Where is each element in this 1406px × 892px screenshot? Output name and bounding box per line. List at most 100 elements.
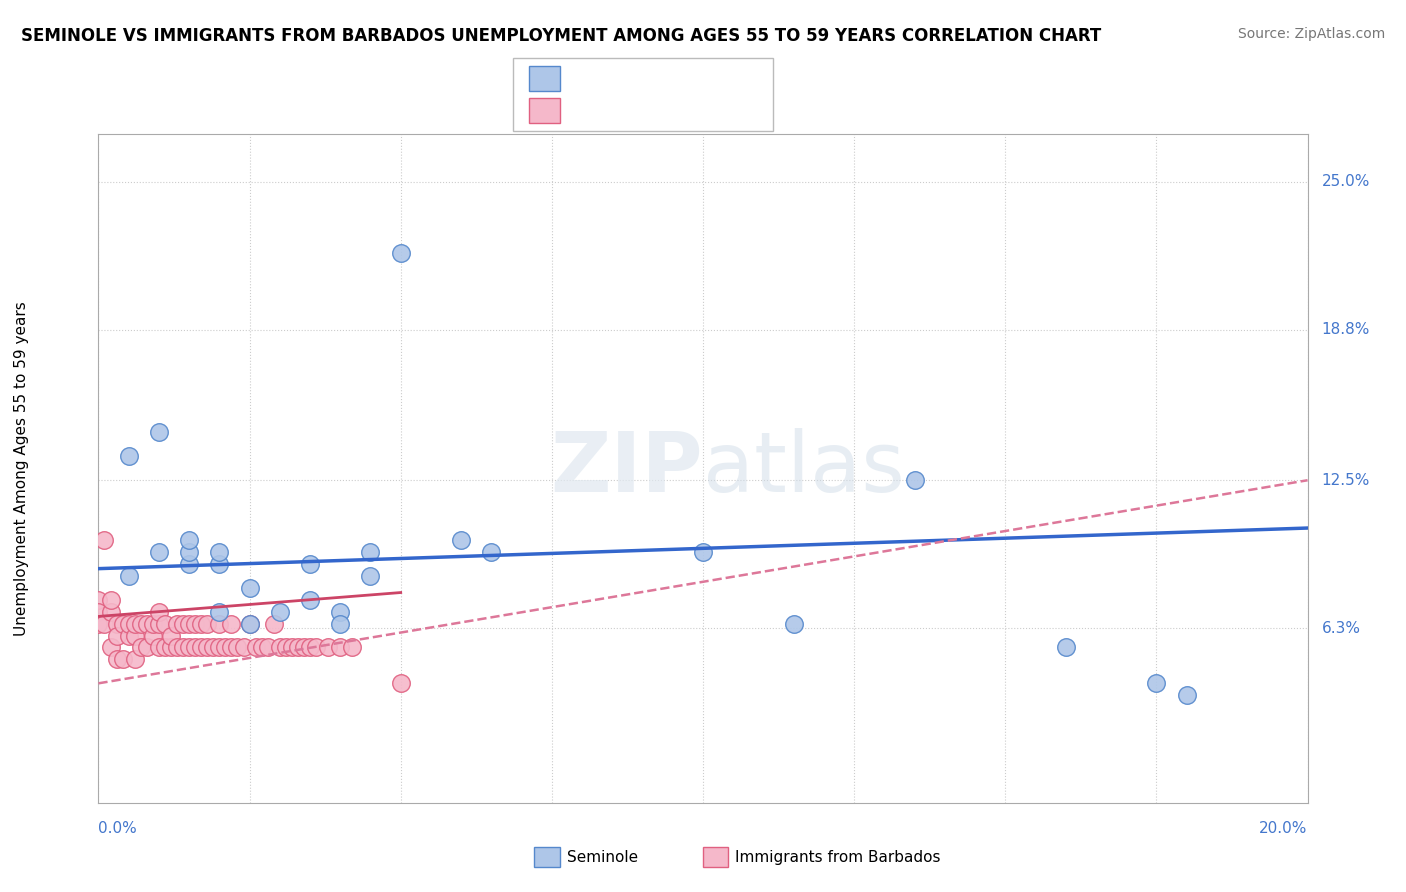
Point [184,640,207,655]
Point [214,640,236,655]
Point [904,473,927,487]
Text: 18.8%: 18.8% [1322,322,1369,337]
Point [263,616,285,631]
Point [148,545,170,559]
Point [142,616,165,631]
Point [153,616,176,631]
Point [1175,688,1198,702]
Point [135,640,157,655]
Point [118,569,141,583]
Point [160,628,183,642]
Point [172,640,194,655]
Point [105,616,128,631]
Point [184,616,207,631]
Text: 6.3%: 6.3% [1322,621,1361,636]
Text: R = 0.139   N = 28: R = 0.139 N = 28 [568,71,713,86]
Point [148,425,170,440]
Point [269,640,291,655]
Text: ZIP: ZIP [551,428,703,508]
Point [87,592,110,607]
Point [124,652,146,666]
Point [782,616,804,631]
Point [292,640,315,655]
Text: Unemployment Among Ages 55 to 59 years: Unemployment Among Ages 55 to 59 years [14,301,28,636]
Point [299,557,322,571]
Point [208,545,231,559]
Text: 20.0%: 20.0% [1260,821,1308,836]
Point [245,640,267,655]
Point [232,640,254,655]
Point [100,605,122,619]
Point [1054,640,1077,655]
Point [124,628,146,642]
Point [142,628,165,642]
Point [1144,676,1167,690]
Point [177,557,201,571]
Point [208,605,231,619]
Point [208,640,231,655]
Point [329,605,352,619]
Text: Seminole: Seminole [567,850,638,864]
Point [118,628,141,642]
Point [195,640,218,655]
Point [256,640,278,655]
Point [208,616,231,631]
Point [129,640,152,655]
Point [124,616,146,631]
Point [93,533,115,547]
Point [166,616,188,631]
Point [177,545,201,559]
Point [329,640,352,655]
Point [118,450,141,464]
Point [177,640,201,655]
Point [481,545,503,559]
Point [100,592,122,607]
Point [195,616,218,631]
Point [226,640,249,655]
Point [250,640,273,655]
Point [111,652,134,666]
Text: 25.0%: 25.0% [1322,174,1369,189]
Point [329,616,352,631]
Point [281,640,304,655]
Point [342,640,364,655]
Point [190,616,212,631]
Point [93,616,115,631]
Point [360,569,382,583]
Text: atlas: atlas [703,428,904,508]
Point [269,605,291,619]
Point [202,640,225,655]
Point [389,676,412,690]
Point [239,581,262,595]
Point [172,616,194,631]
Point [105,628,128,642]
Point [208,557,231,571]
Point [305,640,328,655]
Point [360,545,382,559]
Point [274,640,297,655]
Point [148,640,170,655]
Text: 0.0%: 0.0% [98,821,138,836]
Point [299,640,322,655]
Point [160,640,183,655]
Point [87,616,110,631]
Point [129,616,152,631]
Point [239,616,262,631]
Point [287,640,309,655]
Point [148,616,170,631]
Point [450,533,472,547]
Point [177,616,201,631]
Point [239,616,262,631]
Text: R = 0.107   N = 68: R = 0.107 N = 68 [568,103,713,118]
Point [105,652,128,666]
Point [111,616,134,631]
Point [221,640,243,655]
Point [316,640,339,655]
Point [100,640,122,655]
Text: Source: ZipAtlas.com: Source: ZipAtlas.com [1237,27,1385,41]
Point [166,640,188,655]
Point [135,616,157,631]
Point [190,640,212,655]
Point [148,605,170,619]
Point [221,616,243,631]
